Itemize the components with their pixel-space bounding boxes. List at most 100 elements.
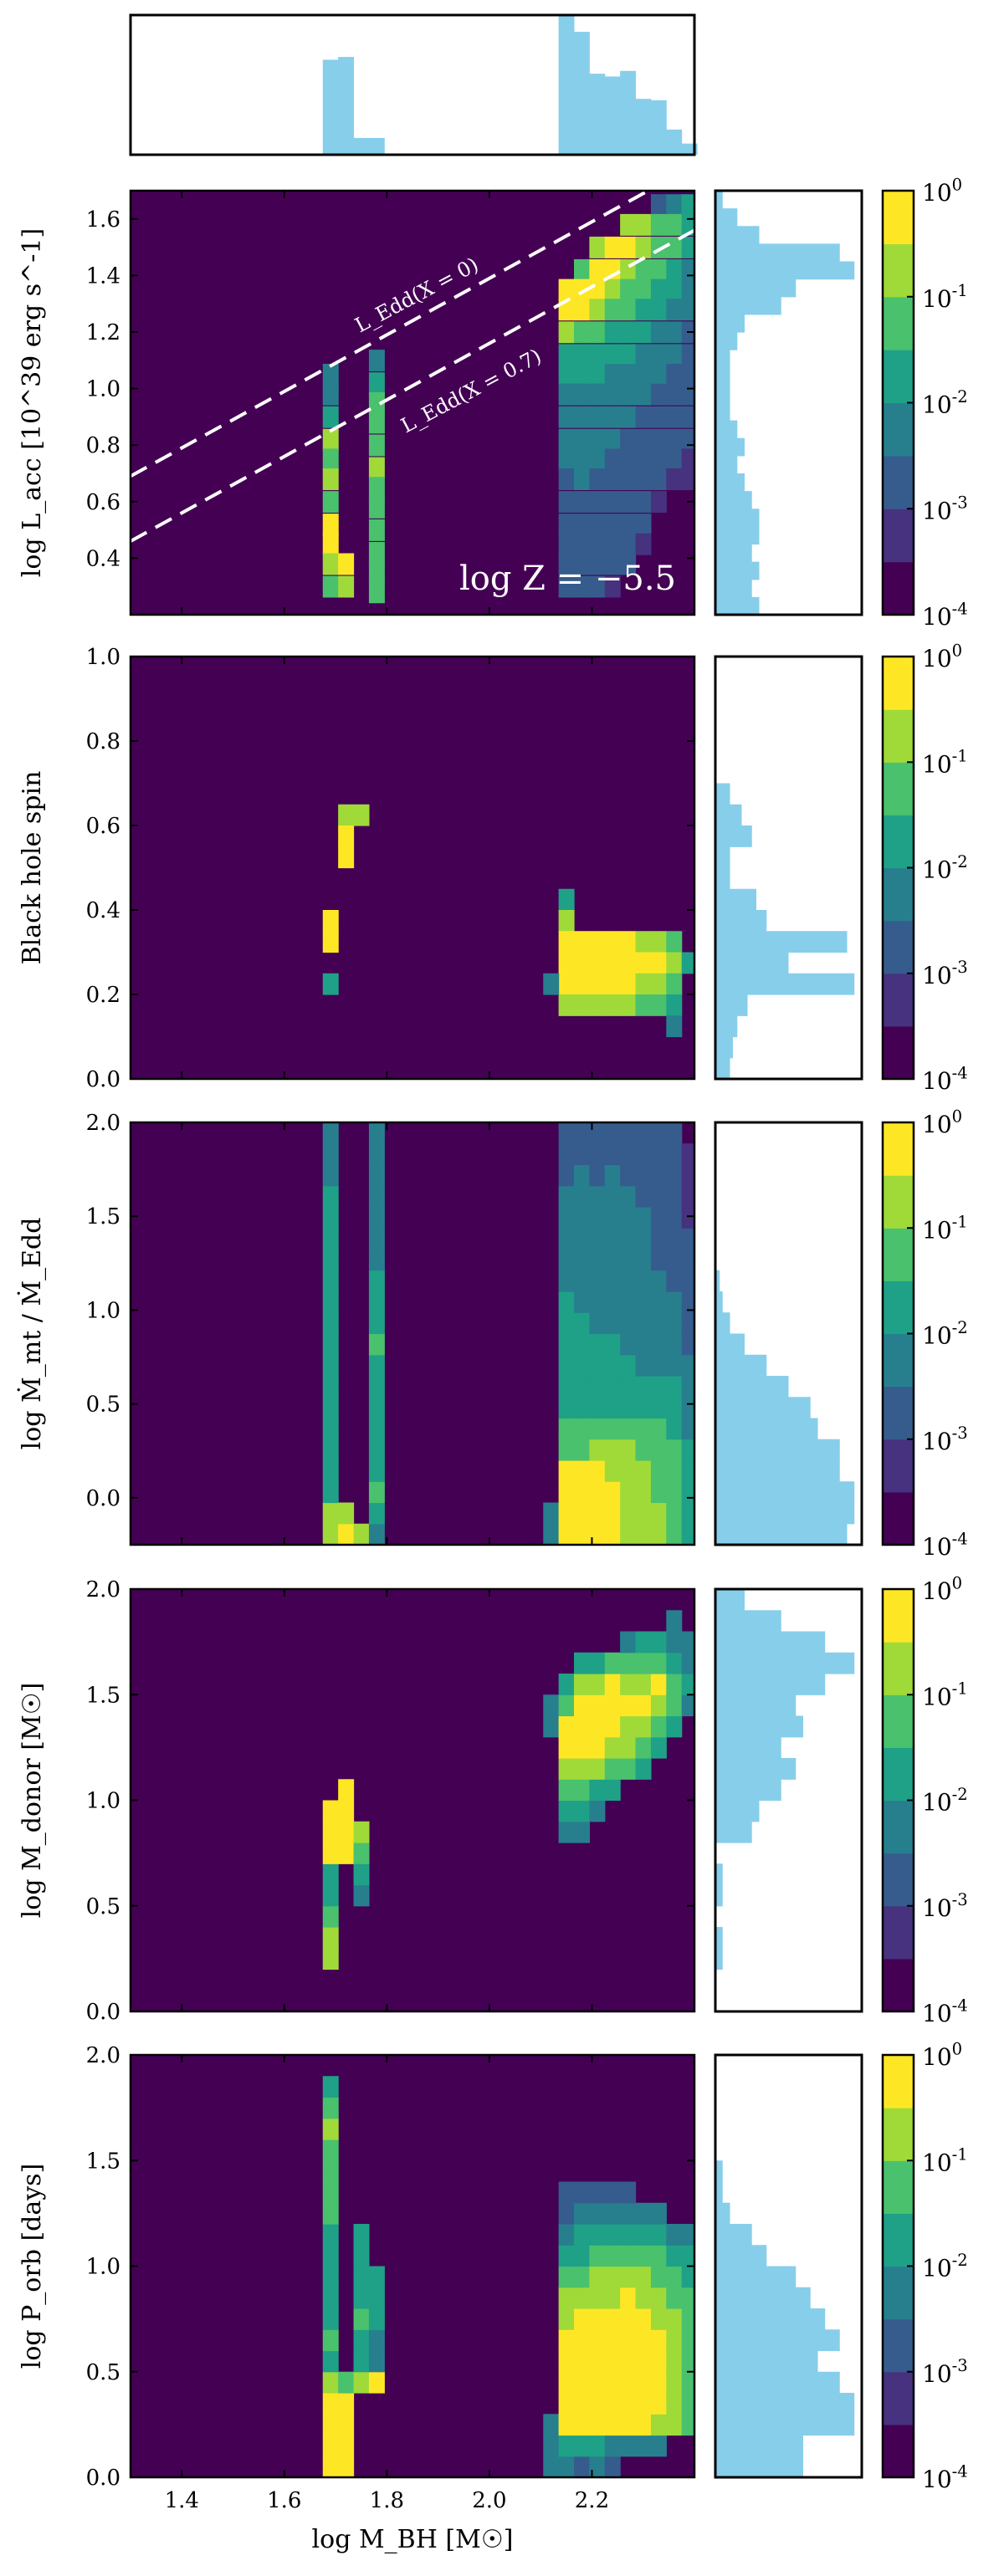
heatmap-cell xyxy=(558,428,575,451)
heatmap-cell xyxy=(574,2414,590,2436)
heatmap-cell xyxy=(322,406,339,428)
heatmap-cell xyxy=(666,1502,683,1525)
heatmap-cell xyxy=(558,1715,575,1738)
heatmap-cell xyxy=(558,1354,575,1377)
heatmap-cell xyxy=(368,2371,385,2394)
heatmap-cell xyxy=(338,2393,355,2415)
heatmap-cell xyxy=(368,1481,385,1504)
heatmap-cell xyxy=(620,1460,637,1482)
heatmap-cell xyxy=(635,1228,652,1250)
heatmap-cell xyxy=(558,1523,575,1545)
heatmap-cell xyxy=(620,2371,637,2394)
heatmap-cell xyxy=(368,1523,385,1545)
heatmap-cell xyxy=(368,1291,385,1313)
heatmap-cell xyxy=(338,1523,355,1545)
heatmap-cell xyxy=(635,1652,652,1674)
heatmap-cell xyxy=(338,804,355,826)
heatmap-cell xyxy=(589,2435,606,2457)
heatmap-cell xyxy=(558,2202,575,2225)
heatmap-cell xyxy=(338,2456,355,2477)
heatmap-cell xyxy=(650,1333,667,1356)
heatmap-cell xyxy=(681,448,694,471)
heatmap-cell xyxy=(666,1015,683,1038)
heatmap-cell xyxy=(666,1610,683,1633)
colorbar-tick-label: 10-4 xyxy=(922,1996,968,2027)
heatmap-cell xyxy=(574,468,590,491)
colorbar-tick-label: 100 xyxy=(922,175,962,207)
colorbar-segment xyxy=(883,1800,914,1854)
y-axis-label: Black hole spin xyxy=(18,771,47,965)
heatmap-cell xyxy=(574,491,590,514)
heatmap-cell xyxy=(635,258,652,281)
heatmap-cell xyxy=(650,491,667,514)
heatmap-cell xyxy=(574,321,590,344)
heatmap-cell xyxy=(558,491,575,514)
heatmap-cell xyxy=(589,279,606,301)
heatmap-cell xyxy=(620,2414,637,2436)
colorbar-tick-label: 10-2 xyxy=(922,1785,968,1817)
histogram-bar xyxy=(715,1694,797,1717)
heatmap-cell xyxy=(558,1674,575,1695)
colorbar-segment xyxy=(883,350,914,404)
heatmap-cell xyxy=(558,1122,575,1144)
heatmap-cell xyxy=(635,1439,652,1461)
colorbar: 100 10-1 10-2 10-3 10-4 xyxy=(881,2039,968,2493)
heatmap-cell xyxy=(650,2435,667,2457)
heatmap-cell xyxy=(604,1481,621,1504)
heatmap-cell xyxy=(368,1270,385,1292)
heatmap-cell xyxy=(589,1122,606,1144)
heatmap-cell xyxy=(368,372,385,395)
heatmap-cell xyxy=(635,2308,652,2330)
heatmap-cell xyxy=(635,533,652,555)
histogram-bar xyxy=(715,1502,855,1525)
y-tick-label: 1.4 xyxy=(86,263,120,289)
colorbar-tick-label: 10-2 xyxy=(922,2251,968,2282)
heatmap-cell xyxy=(666,1652,683,1674)
heatmap-cell xyxy=(322,2181,339,2204)
heatmap-cell xyxy=(620,2266,637,2288)
heatmap-cell xyxy=(558,1460,575,1482)
heatmap-cell xyxy=(620,1481,637,1504)
heatmap-cell xyxy=(620,2287,637,2309)
heatmap-cell xyxy=(620,1715,637,1738)
heatmap-cell xyxy=(543,1694,560,1717)
y-marginal-histogram xyxy=(714,655,863,1081)
y-tick-label: 0.5 xyxy=(86,1393,120,1418)
heatmap-cell xyxy=(620,279,637,301)
heatmap-cell xyxy=(635,299,652,321)
heatmap-cell xyxy=(635,1631,652,1653)
heatmap-cell xyxy=(589,344,606,366)
heatmap-cell xyxy=(589,1523,606,1545)
heatmap-cell xyxy=(604,1779,621,1802)
heatmap-cell xyxy=(650,2202,667,2225)
heatmap-cell xyxy=(322,1502,339,1525)
heatmap-cell xyxy=(635,973,652,995)
panel-mdot: 0.0 0.5 1.0 1.5 2.0 log Ṁ_mt / Ṁ_Edd xyxy=(17,1111,696,1546)
heatmap-cell xyxy=(604,2202,621,2225)
heatmap-cell xyxy=(558,1821,575,1843)
heatmap-cell xyxy=(650,1207,667,1229)
heatmap-cell xyxy=(620,2224,637,2246)
heatmap-cell xyxy=(558,1228,575,1250)
heatmap-cell xyxy=(681,1354,694,1377)
y-tick-label: 1.5 xyxy=(86,1204,120,1229)
heatmap-cell xyxy=(574,1207,590,1229)
histogram-bar xyxy=(322,59,339,155)
heatmap-cell xyxy=(604,553,621,575)
heatmap-cell xyxy=(666,1249,683,1271)
y-tick-label: 1.0 xyxy=(86,645,120,670)
heatmap-cell xyxy=(635,364,652,386)
heatmap-cell xyxy=(666,1694,683,1717)
histogram-bar xyxy=(715,2371,840,2394)
heatmap-cell xyxy=(589,1397,606,1419)
heatmap-cell xyxy=(604,1270,621,1292)
heatmap-cell xyxy=(322,383,339,406)
y-tick-label: 1.5 xyxy=(86,2149,120,2174)
colorbar-segment xyxy=(883,1280,914,1335)
heatmap-cell xyxy=(666,1291,683,1313)
heatmap-cell xyxy=(558,2393,575,2415)
heatmap-cell xyxy=(666,258,683,281)
heatmap-cell xyxy=(666,1631,683,1653)
heatmap-cell xyxy=(620,299,637,321)
y-tick-label: 2.0 xyxy=(86,2043,120,2068)
